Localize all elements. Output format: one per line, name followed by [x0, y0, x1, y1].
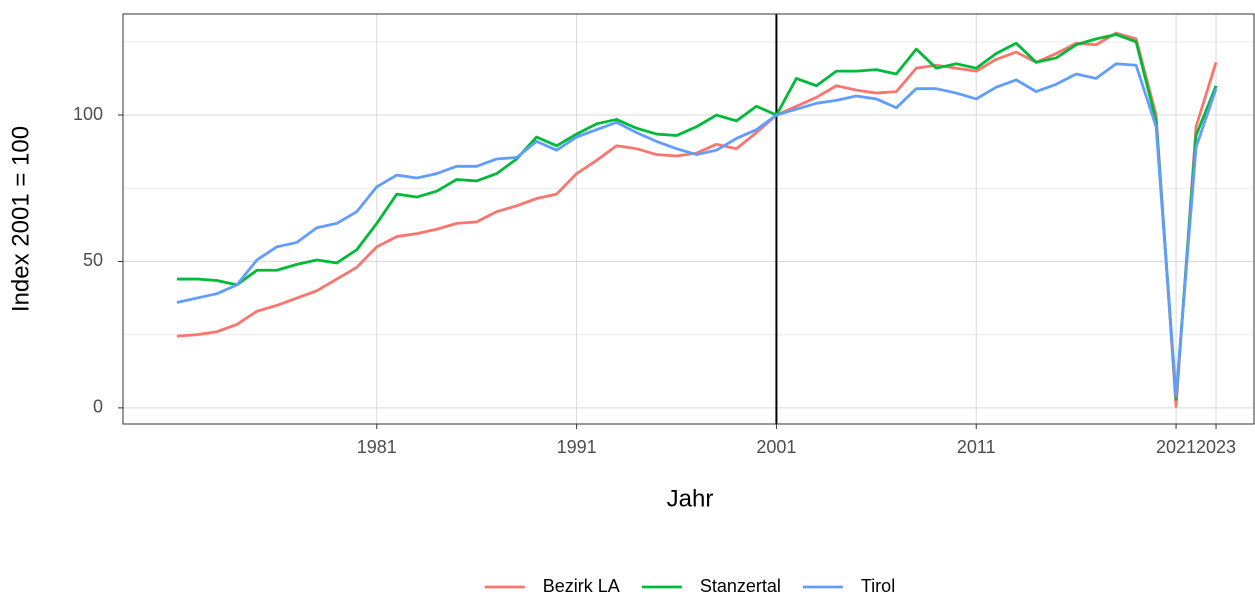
legend-label: Bezirk LA — [543, 576, 620, 596]
series-line — [176, 31, 1218, 408]
y-tick-label: 50 — [83, 250, 103, 270]
series-line — [176, 62, 1218, 398]
y-tick-label: 100 — [73, 104, 103, 124]
plot-border — [122, 13, 1255, 425]
x-tick-label: 1981 — [357, 437, 397, 457]
y-axis-label: Index 2001 = 100 — [7, 126, 34, 312]
legend-label: Tirol — [861, 576, 895, 596]
x-tick-label: 1991 — [557, 437, 597, 457]
y-tick-label: 0 — [93, 397, 103, 417]
series-line — [176, 33, 1218, 401]
x-tick-label: 2021 — [1156, 437, 1196, 457]
legend-label: Stanzertal — [700, 576, 781, 596]
x-tick-label: 2023 — [1196, 437, 1236, 457]
x-axis-label: Jahr — [667, 485, 714, 512]
x-tick-label: 2001 — [756, 437, 796, 457]
x-tick-label: 2011 — [957, 437, 996, 457]
